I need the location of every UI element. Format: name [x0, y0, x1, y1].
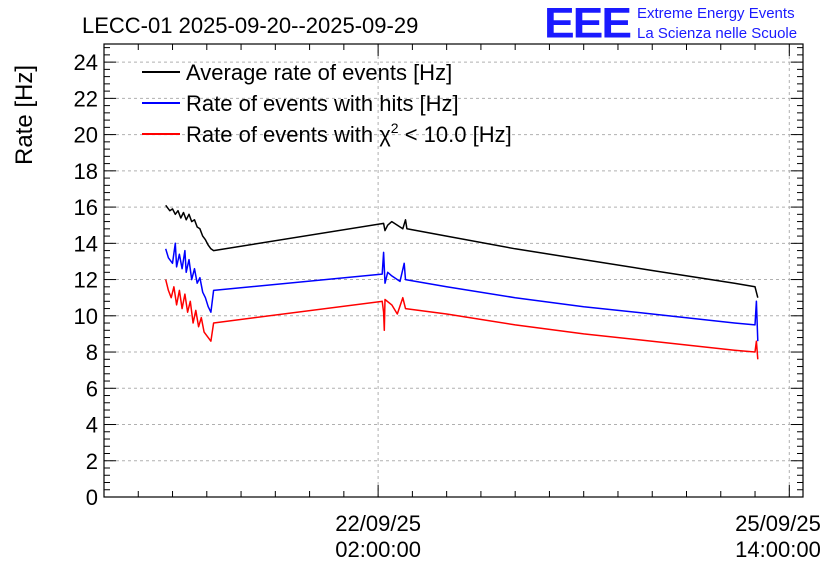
eee-logo-line2: La Scienza nelle Scuole	[637, 25, 798, 42]
series-layer	[164, 204, 759, 360]
eee-logo-mark: EEE	[544, 0, 632, 47]
legend-label-3: Rate of events with χ2 < 10.0 [Hz]	[186, 120, 512, 147]
y-tick-label: 4	[86, 413, 98, 438]
plot-frame	[103, 43, 804, 498]
plot-frame-rect	[103, 43, 804, 498]
y-tick-label: 20	[74, 123, 98, 148]
y-tick-label: 16	[74, 195, 98, 220]
y-tick-label: 0	[86, 485, 98, 510]
series-line-3	[164, 279, 759, 360]
x-tick-label-time: 14:00:00	[735, 537, 821, 562]
eee-logo: EEE Extreme Energy Events La Scienza nel…	[540, 0, 836, 47]
y-tick-label: 6	[86, 376, 98, 401]
x-tick-label-date: 22/09/25	[335, 511, 421, 536]
chart-title: LECC-01 2025-09-20--2025-09-29	[82, 13, 418, 38]
y-tick-label: 12	[74, 268, 98, 293]
y-axis-label: Rate [Hz]	[11, 65, 38, 165]
y-tick-label: 22	[74, 86, 98, 111]
y-tick-label: 8	[86, 340, 98, 365]
legend-label-1: Average rate of events [Hz]	[186, 60, 452, 85]
legend: Average rate of events [Hz] Rate of event…	[142, 60, 512, 147]
y-tick-label: 18	[74, 159, 98, 184]
x-tick-label-date: 25/09/25	[735, 511, 821, 536]
legend-label-2: Rate of events with hits [Hz]	[186, 91, 459, 116]
x-tick-label-time: 02:00:00	[335, 537, 421, 562]
y-tick-label: 10	[74, 304, 98, 329]
eee-logo-line1: Extreme Energy Events	[637, 5, 795, 22]
y-tick-label: 24	[74, 50, 98, 75]
y-tick-label: 2	[86, 449, 98, 474]
series-line-1	[165, 204, 759, 298]
y-tick-label: 14	[74, 231, 98, 256]
series-line-2	[164, 242, 759, 342]
